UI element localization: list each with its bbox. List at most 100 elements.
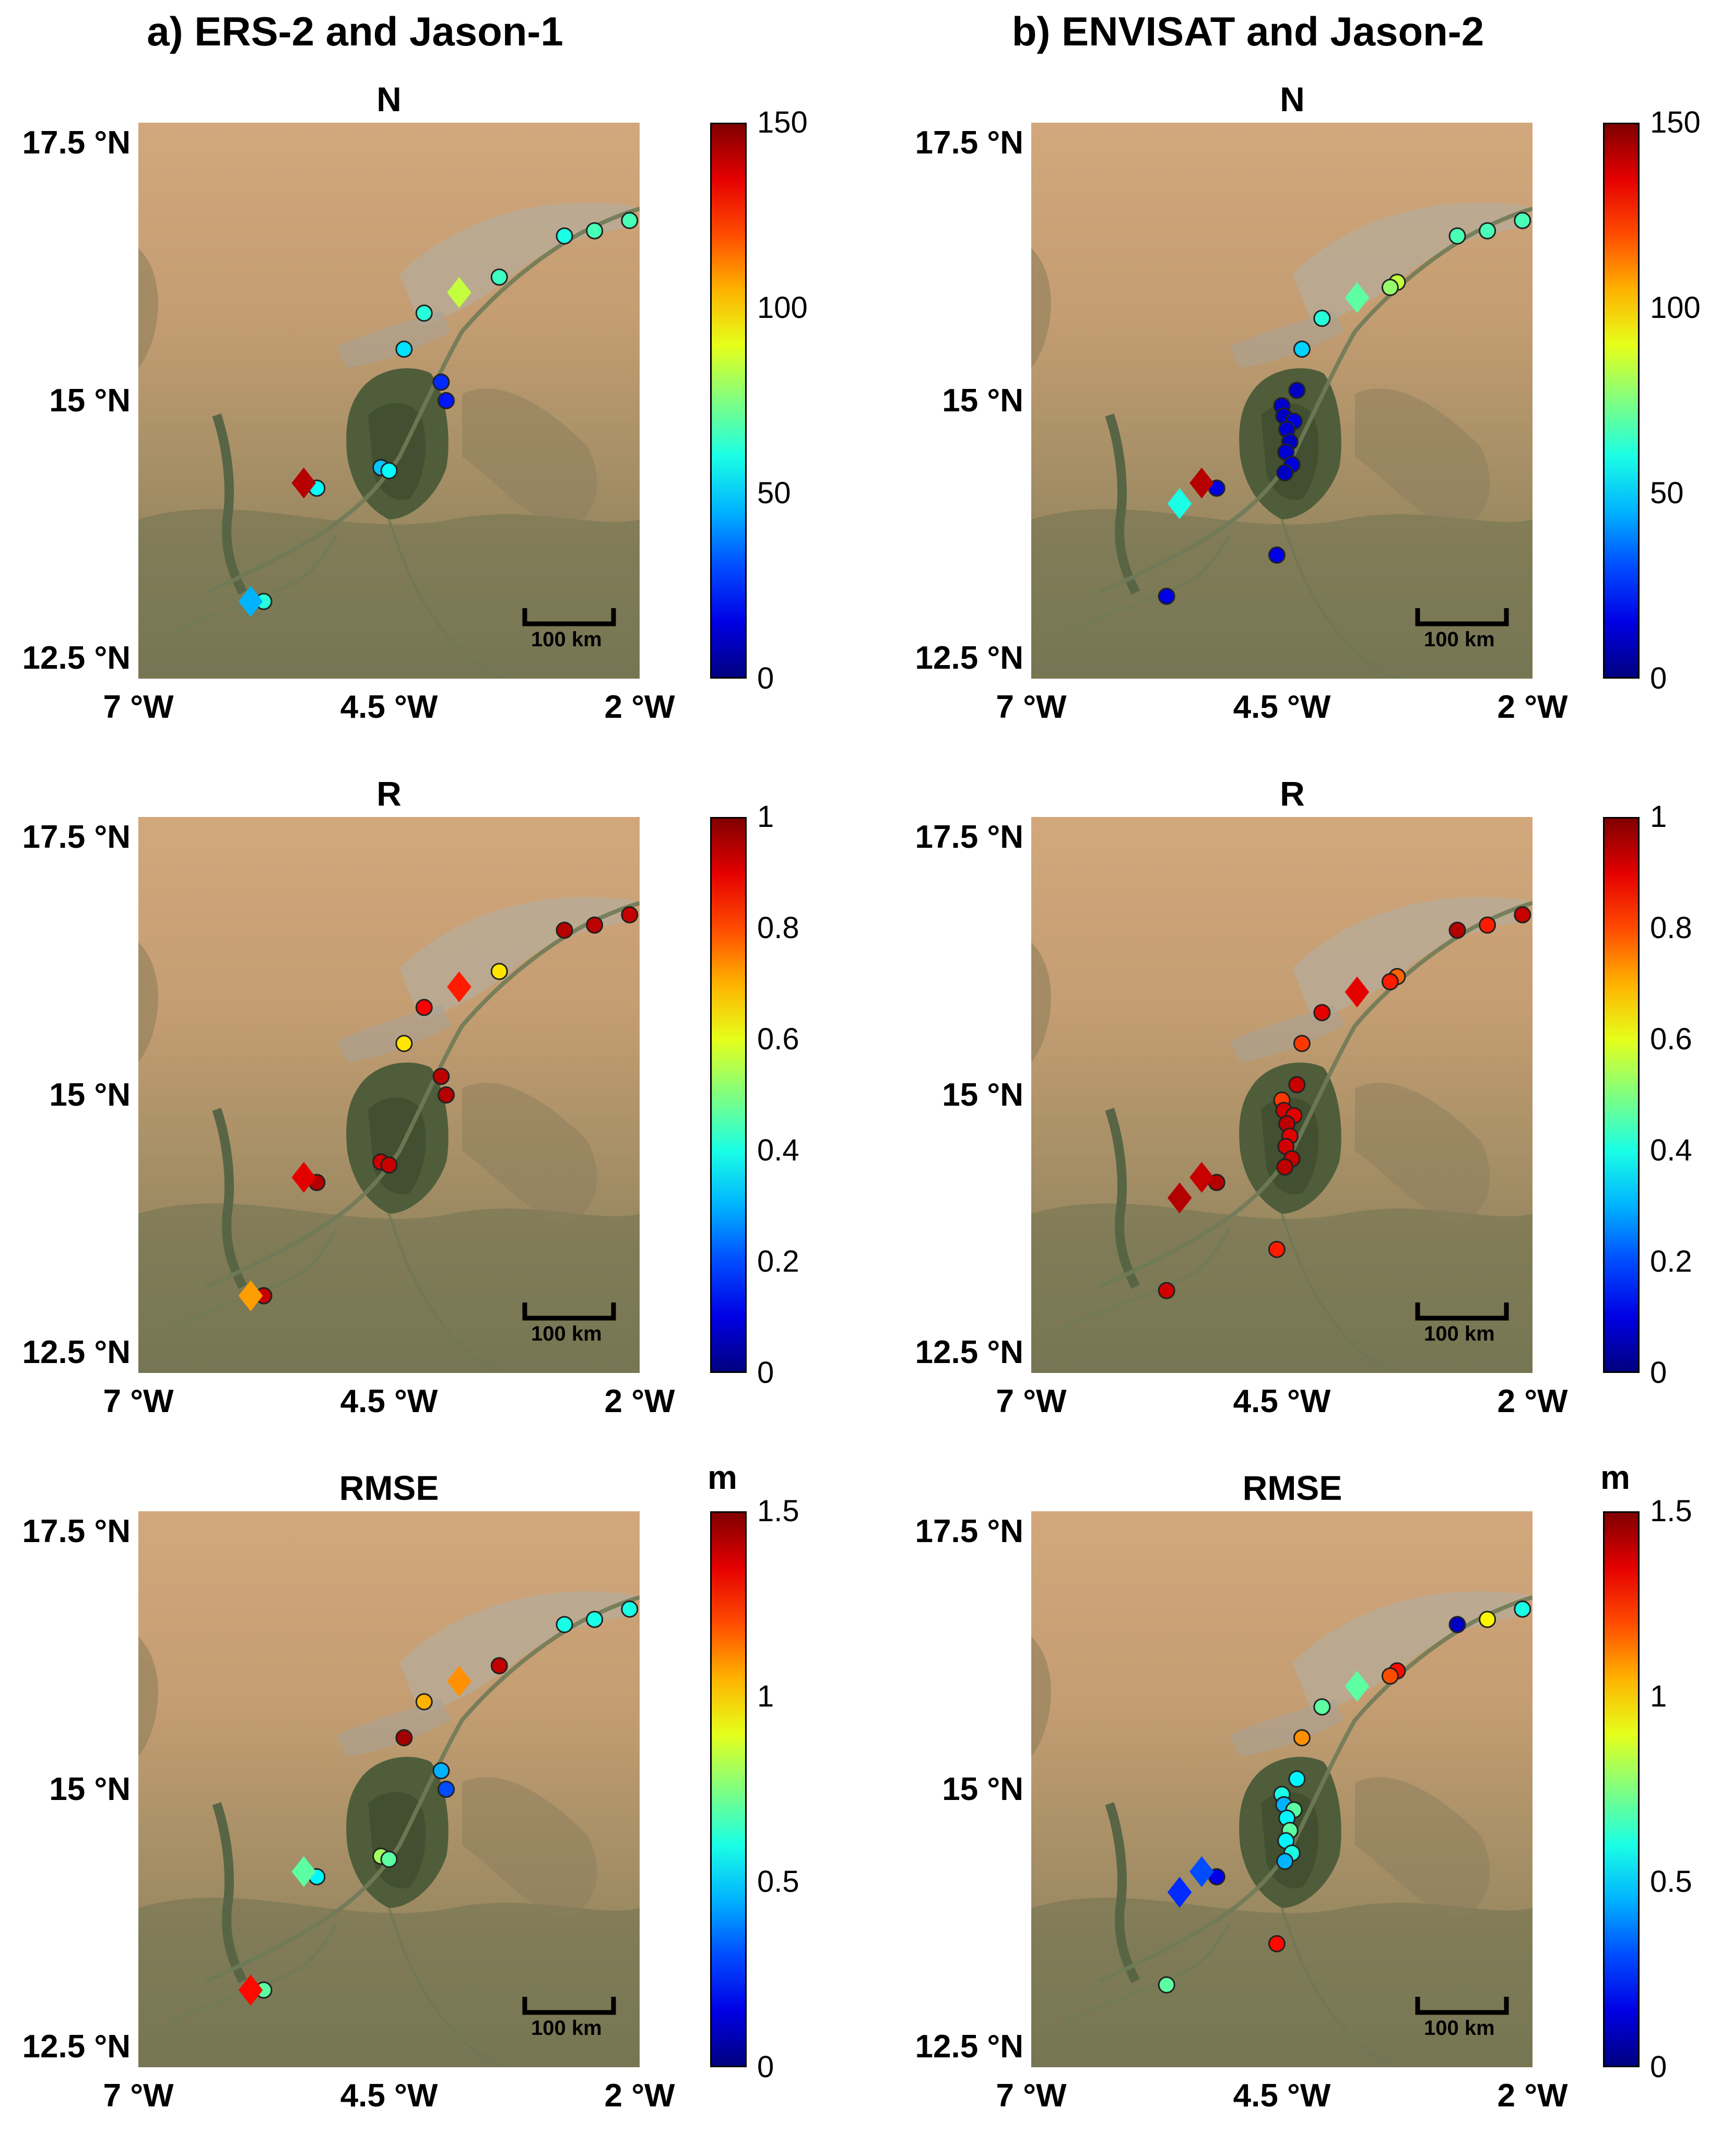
colorbar-tick-label: 0.4 xyxy=(1650,1133,1692,1167)
lat-label: 17.5 °N xyxy=(915,1513,1023,1550)
lat-label: 15 °N xyxy=(49,1076,131,1113)
lon-label: 4.5 °W xyxy=(1233,689,1331,725)
lon-label: 4.5 °W xyxy=(340,1383,438,1419)
station-marker xyxy=(1276,1158,1294,1176)
station-marker xyxy=(1381,973,1399,991)
colorbar-tick-label: 0 xyxy=(757,2050,774,2084)
satellite-map xyxy=(1031,817,1533,1373)
station-diamond-marker xyxy=(291,1856,316,1887)
colorbar-tick-label: 0 xyxy=(1650,1356,1667,1390)
station-marker xyxy=(1479,222,1496,240)
station-marker xyxy=(621,906,639,923)
lat-label: 17.5 °N xyxy=(22,819,131,856)
colorbar-tick-label: 1.5 xyxy=(757,1494,799,1528)
station-marker xyxy=(621,1600,639,1618)
map-panel-rmse-a: RMSE 17.5 °N 15 °N 12.5 °N 7 °W 4.5 °W 2 °W 100… xyxy=(0,1459,815,2156)
lat-label: 17.5 °N xyxy=(915,125,1023,161)
panel-title: R xyxy=(376,774,402,813)
lon-label: 7 °W xyxy=(103,1383,174,1419)
colorbar-tick-label: 0.8 xyxy=(1650,911,1692,945)
colorbar-tick-label: 0 xyxy=(1650,661,1667,695)
lon-label: 2 °W xyxy=(604,689,675,725)
station-marker xyxy=(490,1657,508,1675)
station-marker xyxy=(586,222,604,240)
colorbar-tick-label: 0 xyxy=(757,661,774,695)
map-panel-n-b: N 17.5 °N 15 °N 12.5 °N 7 °W 4.5 °W 2 °W 100 km… xyxy=(893,73,1707,767)
lat-label: 12.5 °N xyxy=(915,639,1023,676)
lat-label: 12.5 °N xyxy=(22,2028,131,2065)
colorbar xyxy=(1603,1511,1640,2067)
station-marker xyxy=(1514,906,1531,923)
map-layer xyxy=(1031,1511,1533,2067)
satellite-map xyxy=(1031,1511,1533,2067)
station-diamond-marker xyxy=(238,1280,263,1311)
scale-bar-label: 100 km xyxy=(1424,2017,1495,2040)
panel-title: N xyxy=(376,80,402,119)
colorbar-tick-label: 150 xyxy=(1650,105,1701,139)
lat-label: 15 °N xyxy=(942,382,1023,419)
colorbar-tick-label: 1 xyxy=(1650,1679,1667,1713)
colorbar-tick-label: 50 xyxy=(1650,476,1684,510)
scale-bar-label: 100 km xyxy=(531,1322,602,1345)
station-diamond-marker xyxy=(1189,467,1214,499)
station-marker xyxy=(556,1616,573,1633)
station-diamond-marker xyxy=(1189,1162,1214,1193)
station-marker xyxy=(1268,1240,1286,1258)
station-marker xyxy=(621,211,639,229)
station-marker xyxy=(432,373,450,391)
lon-label: 2 °W xyxy=(1497,2078,1568,2114)
colorbar-tick-label: 0.5 xyxy=(1650,1865,1692,1899)
station-diamond-marker xyxy=(238,586,263,617)
station-marker xyxy=(432,1762,450,1780)
lat-label: 12.5 °N xyxy=(22,639,131,676)
map-panel-r-a: R 17.5 °N 15 °N 12.5 °N 7 °W 4.5 °W 2 °W 100 km… xyxy=(0,767,815,1462)
colorbar-tick-label: 0 xyxy=(1650,2050,1667,2084)
lon-label: 2 °W xyxy=(604,2078,675,2114)
station-marker xyxy=(586,1610,604,1628)
station-marker xyxy=(1514,1600,1531,1618)
station-marker xyxy=(1268,1935,1286,1952)
colorbar xyxy=(710,123,747,679)
station-marker xyxy=(556,921,573,939)
colorbar-tick-label: 0.4 xyxy=(757,1133,799,1167)
station-marker xyxy=(490,963,508,980)
station-diamond-marker xyxy=(1167,1182,1192,1214)
station-marker xyxy=(415,1693,433,1711)
station-marker xyxy=(1448,1616,1466,1633)
station-diamond-marker xyxy=(1167,1877,1192,1908)
panel-title: N xyxy=(1280,80,1305,119)
scale-bar-label: 100 km xyxy=(1424,1322,1495,1345)
colorbar-tick-label: 0 xyxy=(757,1356,774,1390)
colorbar-tick-label: 0.6 xyxy=(757,1022,799,1056)
station-marker xyxy=(1158,1976,1175,1994)
station-marker xyxy=(1268,546,1286,564)
scale-bar xyxy=(522,1997,616,2015)
lat-label: 12.5 °N xyxy=(22,1334,131,1370)
station-marker xyxy=(1288,1076,1306,1094)
panel-title: R xyxy=(1280,774,1305,813)
station-marker xyxy=(395,1729,413,1747)
colorbar-tick-label: 0.5 xyxy=(757,1865,799,1899)
map-layer xyxy=(138,1511,640,2067)
colorbar-tick-label: 0.6 xyxy=(1650,1022,1692,1056)
scale-bar xyxy=(1415,1302,1509,1321)
station-marker xyxy=(1479,916,1496,934)
satellite-map xyxy=(138,1511,640,2067)
station-marker xyxy=(1381,1667,1399,1685)
station-marker xyxy=(432,1068,450,1085)
station-marker xyxy=(437,1781,455,1798)
scale-bar-label: 100 km xyxy=(531,628,602,651)
colorbar xyxy=(710,817,747,1373)
colorbar xyxy=(710,1511,747,2067)
colorbar xyxy=(1603,123,1640,679)
station-marker xyxy=(1288,382,1306,399)
station-marker xyxy=(395,1035,413,1052)
lon-label: 2 °W xyxy=(1497,1383,1568,1419)
colorbar-tick-label: 150 xyxy=(757,105,808,139)
station-marker xyxy=(1293,1035,1311,1052)
lon-label: 4.5 °W xyxy=(340,689,438,725)
lon-label: 7 °W xyxy=(996,1383,1067,1419)
map-panel-r-b: R 17.5 °N 15 °N 12.5 °N 7 °W 4.5 °W 2 °W 100 km… xyxy=(893,767,1707,1462)
column-title-b: b) ENVISAT and Jason-2 xyxy=(1011,8,1484,54)
